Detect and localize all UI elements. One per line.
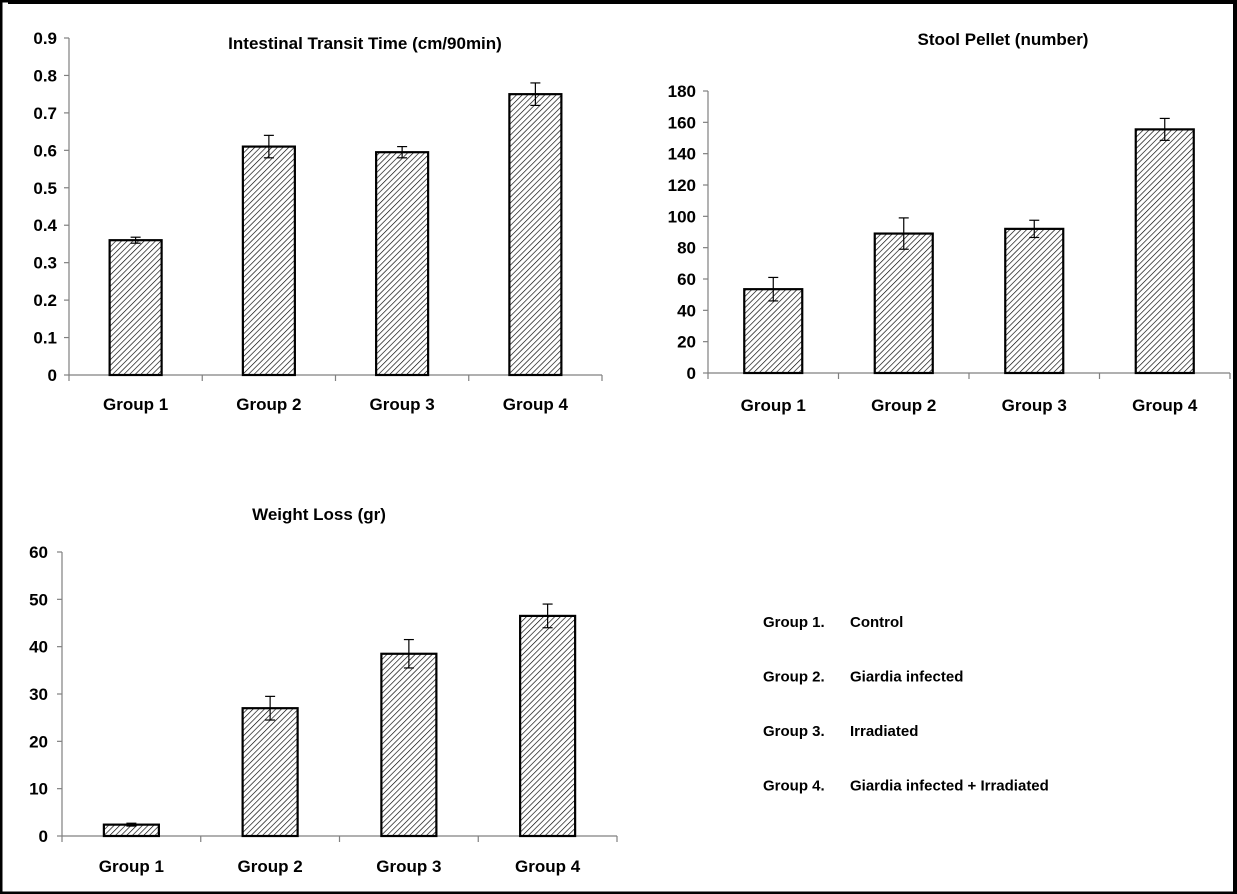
legend-description: Giardia infected + Irradiated [850,778,1049,795]
y-tick-label: 40 [677,301,696,320]
bar [873,232,934,375]
legend-description: Control [850,614,903,631]
y-tick-label: 0.3 [33,254,57,273]
chart-title: Weight Loss (gr) [252,505,386,524]
y-tick-label: 160 [668,113,696,132]
x-category-label: Group 1 [99,857,164,876]
y-tick-label: 0.7 [33,104,57,123]
bar [508,93,563,377]
bar [1004,227,1065,375]
y-tick-label: 0 [687,364,696,383]
y-tick-label: 30 [29,685,48,704]
bar [519,614,577,838]
x-category-label: Group 3 [370,395,435,414]
y-tick-label: 120 [668,176,696,195]
group-legend: Group 1. Control Group 2. Giardia infected G… [763,614,1049,795]
legend-group-label: Group 3. [763,723,825,740]
x-category-label: Group 1 [741,396,806,415]
y-tick-label: 180 [668,82,696,101]
bar [241,145,296,377]
y-tick-label: 0.4 [33,216,57,235]
legend-group-label: Group 2. [763,669,825,686]
x-category-label: Group 4 [503,395,569,414]
legend-group-label: Group 4. [763,778,825,795]
bar [375,151,430,377]
legend-group-label: Group 1. [763,614,825,631]
y-tick-label: 0.1 [33,329,57,348]
y-tick-label: 20 [29,732,48,751]
y-tick-label: 140 [668,145,696,164]
chart-title: Stool Pellet (number) [918,30,1089,49]
y-tick-label: 10 [29,780,48,799]
y-tick-label: 0 [48,366,57,385]
y-tick-label: 50 [29,590,48,609]
bar [108,239,163,377]
y-tick-label: 60 [677,270,696,289]
x-category-label: Group 3 [1002,396,1067,415]
x-category-label: Group 2 [236,395,301,414]
y-tick-label: 0.5 [33,179,57,198]
figure-top-border [8,0,1237,4]
y-tick-label: 20 [677,333,696,352]
y-tick-label: 0 [39,827,48,846]
x-category-label: Group 4 [515,857,581,876]
y-tick-label: 100 [668,207,696,226]
x-category-label: Group 3 [376,857,441,876]
intestinal-transit-chart: Intestinal Transit Time (cm/90min) 0 0.1 0.… [33,29,603,414]
bar [241,707,299,838]
y-tick-label: 40 [29,638,48,657]
x-category-label: Group 2 [238,857,303,876]
bar [1134,128,1195,375]
stool-pellet-chart: Stool Pellet (number) 0 20 40 60 80 100 120 140 1… [668,30,1231,415]
x-category-label: Group 1 [103,395,168,414]
x-category-label: Group 4 [1132,396,1198,415]
legend-description: Irradiated [850,723,918,740]
y-tick-label: 0.8 [33,66,57,85]
y-tick-label: 60 [29,543,48,562]
weight-loss-chart: Weight Loss (gr) 0 10 20 30 40 50 60 Group 1 Grou… [29,505,618,876]
y-tick-label: 0.9 [33,29,57,48]
legend-description: Giardia infected [850,669,963,686]
chart-title: Intestinal Transit Time (cm/90min) [228,34,502,53]
y-tick-label: 0.2 [33,291,57,310]
bar [380,652,438,838]
y-tick-label: 80 [677,239,696,258]
y-tick-label: 0.6 [33,141,57,160]
x-category-label: Group 2 [871,396,936,415]
bar [743,288,804,375]
figure-right-border [1233,0,1237,894]
